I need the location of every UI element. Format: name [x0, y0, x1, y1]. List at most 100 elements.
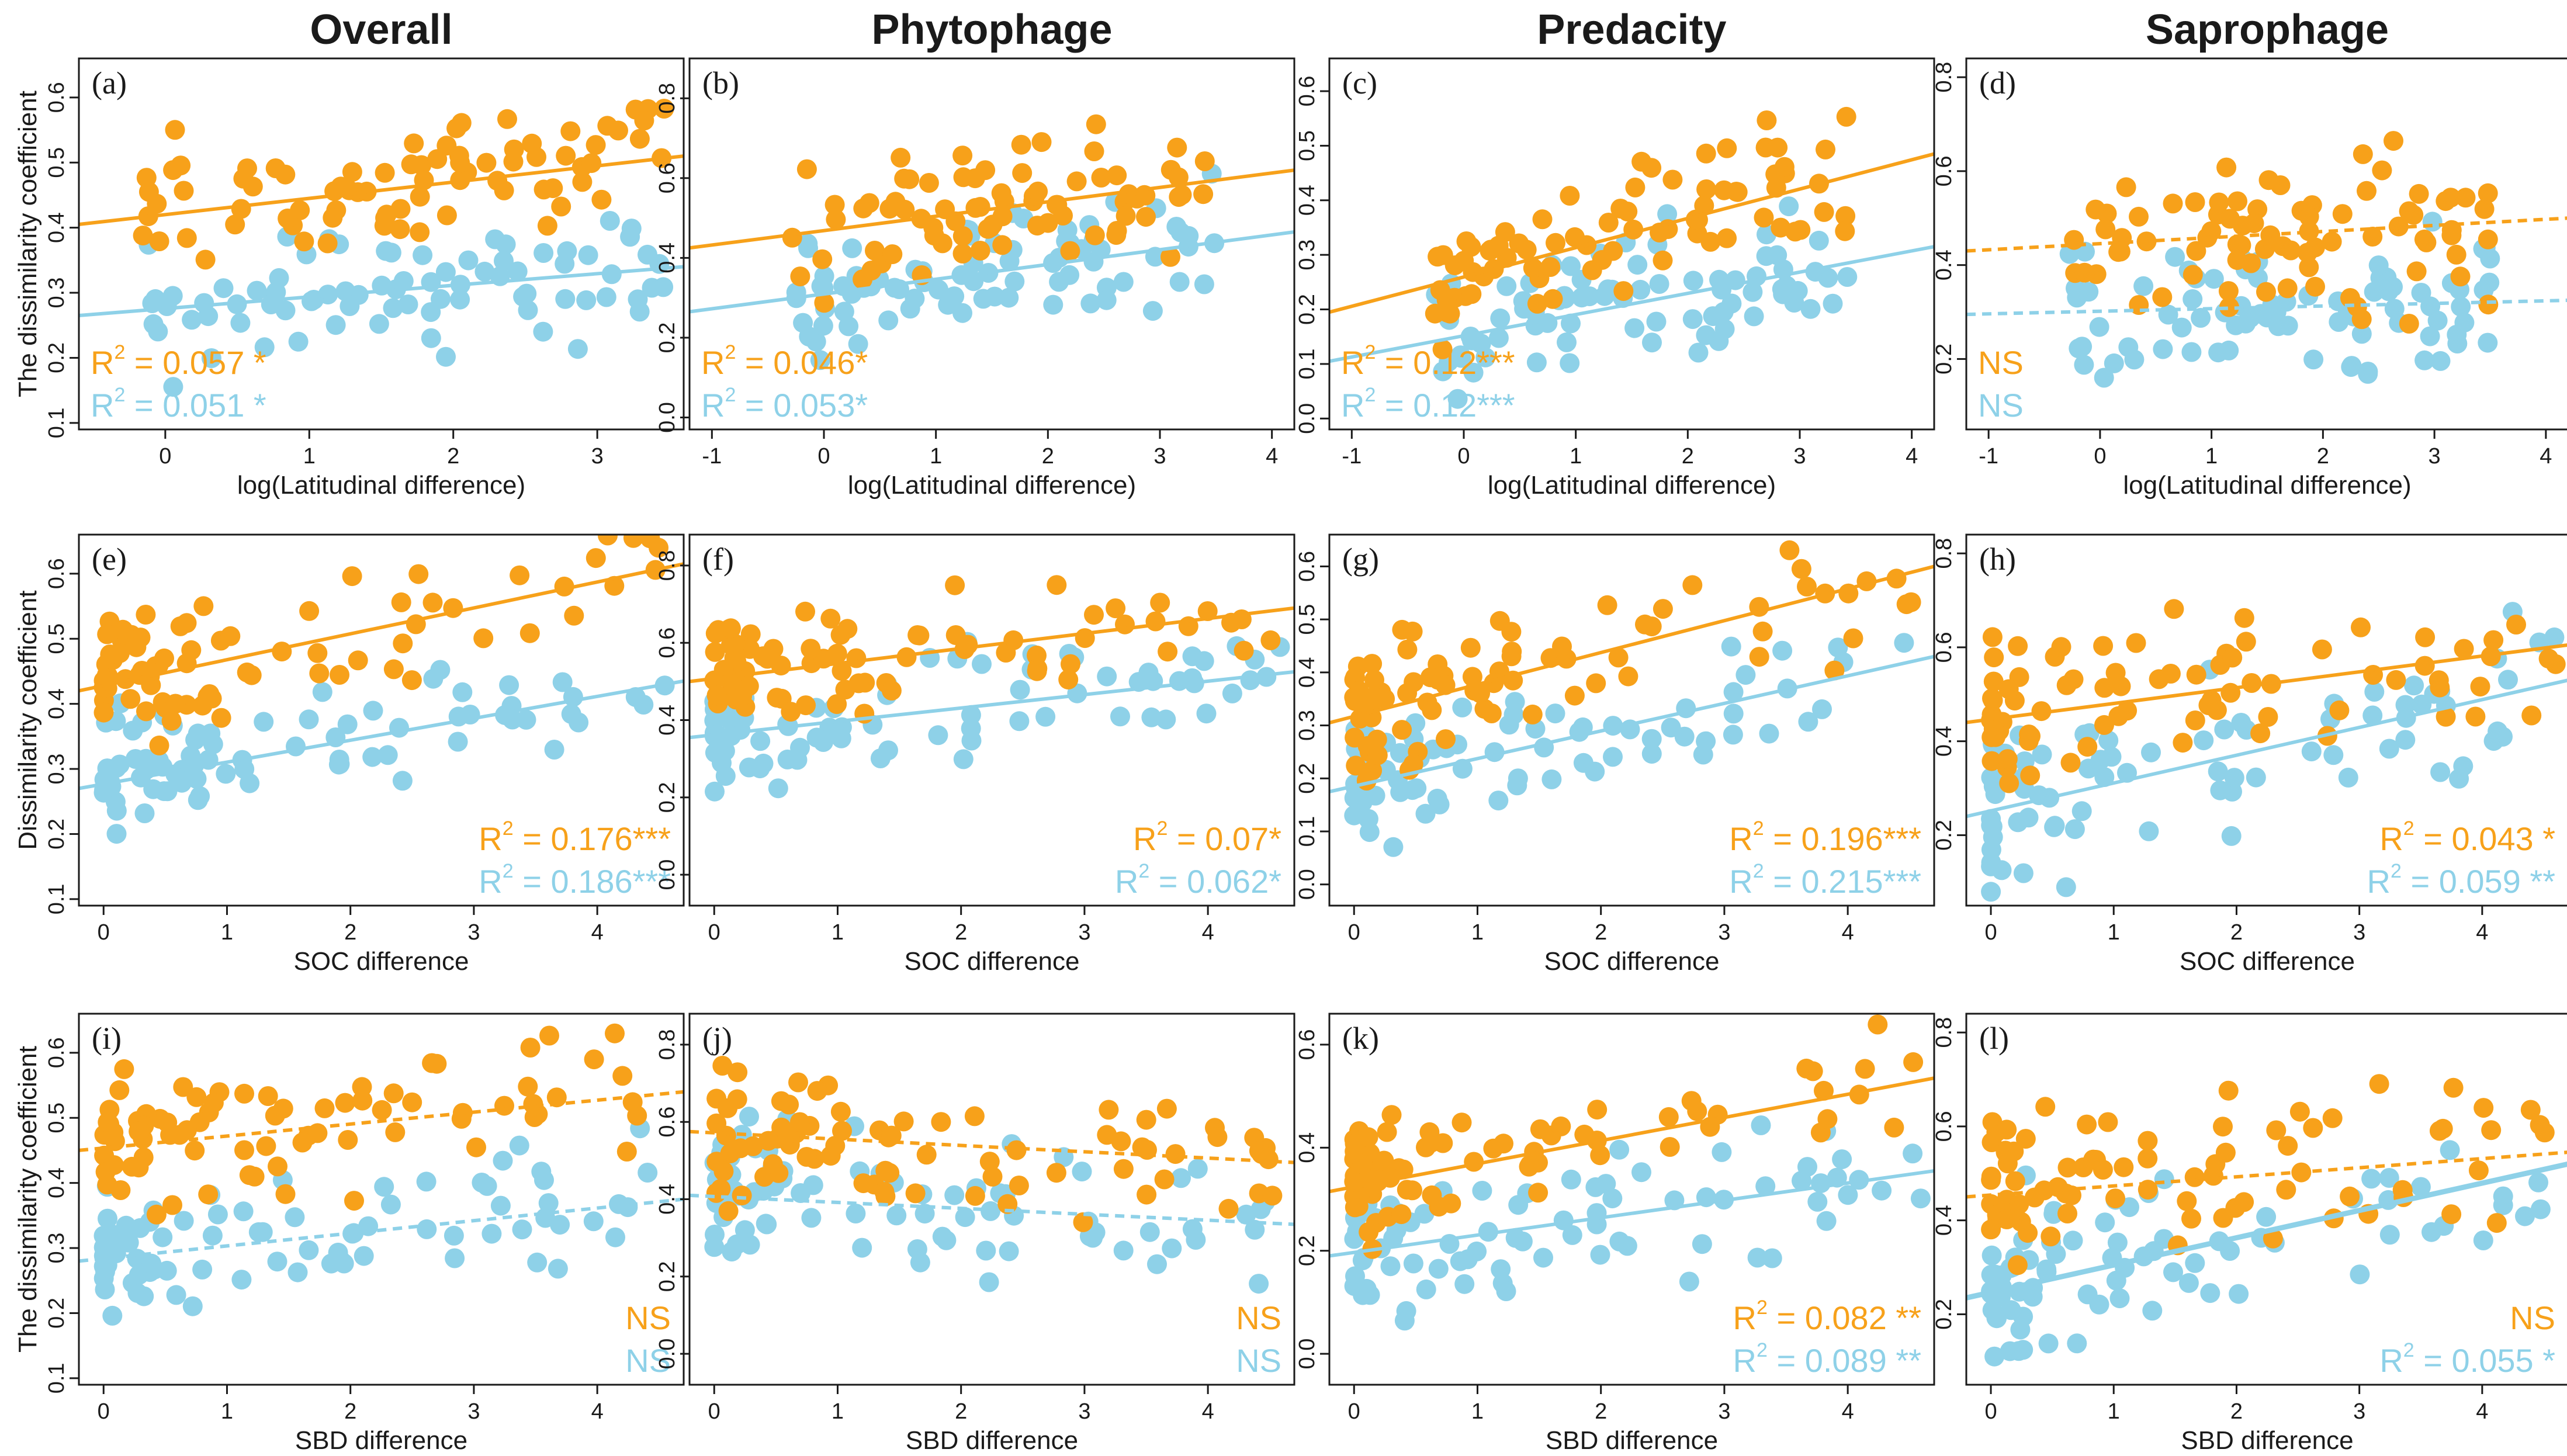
panel-b-blue-point [999, 287, 1019, 308]
panel-g-orange-point [1470, 683, 1491, 703]
panel-a-orange-point [231, 199, 251, 219]
panel-j-label: (j) [702, 1021, 732, 1056]
panel-i-blue-point [127, 1283, 148, 1304]
panel-e-blue-point [134, 803, 155, 823]
panel-h-blue-point [1981, 882, 2001, 902]
panel-h-orange-point [1983, 690, 2003, 710]
panel-f-blue-point [928, 725, 948, 746]
panel-a-blue-point [247, 280, 267, 301]
panel-b-orange-point [965, 197, 986, 218]
panel-k-blue-point [1562, 1225, 1582, 1245]
panel-a-blue-point [555, 254, 575, 274]
panel-e-blue-point [299, 709, 319, 730]
panel-b-y-tick-label: 0.4 [655, 242, 680, 273]
panel-b-x-tick-label: -1 [702, 444, 722, 469]
panel-g-blue-point [1772, 640, 1793, 661]
panel-g-blue-point [1415, 803, 1436, 824]
panel-l-y-tick-label: 0.2 [1932, 1299, 1956, 1330]
panel-h-orange-point [2111, 676, 2131, 696]
panel-a-orange-point [446, 118, 467, 138]
panel-h-blue-point [2139, 821, 2159, 841]
panel-c-blue-point [1525, 316, 1546, 336]
panel-i-blue-point [548, 1259, 568, 1279]
panel-g-blue-point [1759, 723, 1779, 744]
panel-e-blue-point [544, 740, 564, 760]
panel-d-orange-point [2399, 201, 2419, 221]
panel-b-orange-point [895, 199, 915, 220]
panel-e-orange-fit-line [79, 562, 684, 693]
panel-d-orange-point [2183, 265, 2203, 285]
panel-a-orange-point [390, 199, 411, 219]
panel-d-label: (d) [1979, 65, 2016, 100]
panel-d-orange-point [2340, 288, 2360, 308]
panel-g-blue-stat: R2 = 0.215*** [1729, 860, 1921, 900]
panel-j-orange-point [820, 1146, 841, 1166]
panel-j-orange-point [732, 1185, 752, 1206]
panel-a-orange-point [556, 145, 576, 166]
panel-l-blue-fit-line [1966, 1162, 2567, 1301]
panel-l-x-tick-label: 4 [2476, 1399, 2488, 1424]
panel-h-y-tick-label: 0.8 [1932, 538, 1956, 569]
panel-e-orange-point [136, 701, 156, 722]
panel-e-blue-point [363, 701, 383, 721]
panel-i-orange-point [523, 1094, 543, 1114]
panel-b-orange-point [891, 147, 911, 168]
panel-a-blue-point [533, 321, 553, 342]
panel-d-blue-point [2414, 350, 2435, 370]
panel-j-orange-point [1006, 1140, 1027, 1160]
panel-l-orange-point [2303, 1118, 2323, 1138]
panel-l-blue-point [2421, 1222, 2441, 1242]
panel-b-orange-point [1085, 225, 1105, 245]
panel-a-orange-point [375, 208, 396, 228]
panel-a-orange-point [149, 231, 169, 251]
panel-i-y-tick-label: 0.5 [44, 1103, 69, 1133]
panel-c-orange-point [1814, 202, 1834, 222]
panel-l-orange-point [2441, 1204, 2462, 1225]
panel-l-blue-point [2528, 1172, 2548, 1192]
panel-k-orange-point [1433, 1133, 1453, 1153]
panel-b-orange-point [952, 226, 973, 247]
panel-j-y-tick-label: 0.0 [655, 1339, 680, 1370]
panel-a-blue-point [576, 290, 597, 310]
panel-i-blue-point [95, 1280, 115, 1299]
panel-f-blue-point [1138, 663, 1159, 683]
panel-i-x-tick-label: 3 [467, 1399, 480, 1424]
panel-c-orange-point [1560, 186, 1580, 206]
panel-e-orange-stat-prefix: R [479, 820, 502, 857]
panel-g-orange-point [1682, 575, 1703, 595]
panel-g-y-tick-label: 0.5 [1295, 604, 1319, 635]
panel-i-orange-point [385, 1122, 406, 1142]
panel-g-blue-stat-value: = 0.215*** [1764, 863, 1921, 900]
panel-g-blue-point [1573, 753, 1593, 773]
panel-d-blue-point [2278, 316, 2298, 336]
panel-c-orange-point [1523, 258, 1543, 278]
panel-k-orange-stat-superscript: 2 [1757, 1296, 1768, 1319]
panel-a-blue-point [567, 339, 588, 359]
panel-e-orange-point [307, 643, 328, 663]
panel-i-orange-point [203, 1093, 224, 1113]
panel-g-blue-point [1812, 699, 1832, 719]
panel-l-frame [1965, 1013, 2567, 1386]
panel-e-orange-point [623, 535, 643, 548]
panel-e-orange-point [510, 565, 530, 585]
panel-d-x-tick-label: 2 [2317, 444, 2329, 469]
panel-a-blue-point [383, 298, 403, 318]
panel-d-orange-point [2446, 244, 2466, 265]
panel-h-orange-point [2538, 649, 2559, 669]
panel-g-blue-point [1429, 794, 1450, 814]
panel-h-blue-point [2364, 682, 2385, 702]
panel-b-orange-point [1031, 132, 1052, 152]
panel-j-orange-point [965, 1185, 985, 1206]
panel-j-orange-point [1097, 1125, 1117, 1145]
panel-h-blue-point [2013, 863, 2033, 883]
panel-h-x-tick-label: 2 [2230, 920, 2243, 945]
panel-l-orange-point [2005, 1171, 2025, 1191]
panel-c-blue-stat-superscript: 2 [1364, 384, 1376, 406]
panel-e-orange-point [348, 650, 368, 671]
panel-f-x-tick-label: 4 [1202, 920, 1214, 945]
panel-d-orange-point [2362, 227, 2383, 247]
panel-h-orange-point [2094, 715, 2114, 735]
panel-b-orange-fit-line [690, 168, 1294, 250]
panel-e-orange-point [586, 548, 606, 568]
panel-f-blue-fit-line [690, 670, 1294, 740]
